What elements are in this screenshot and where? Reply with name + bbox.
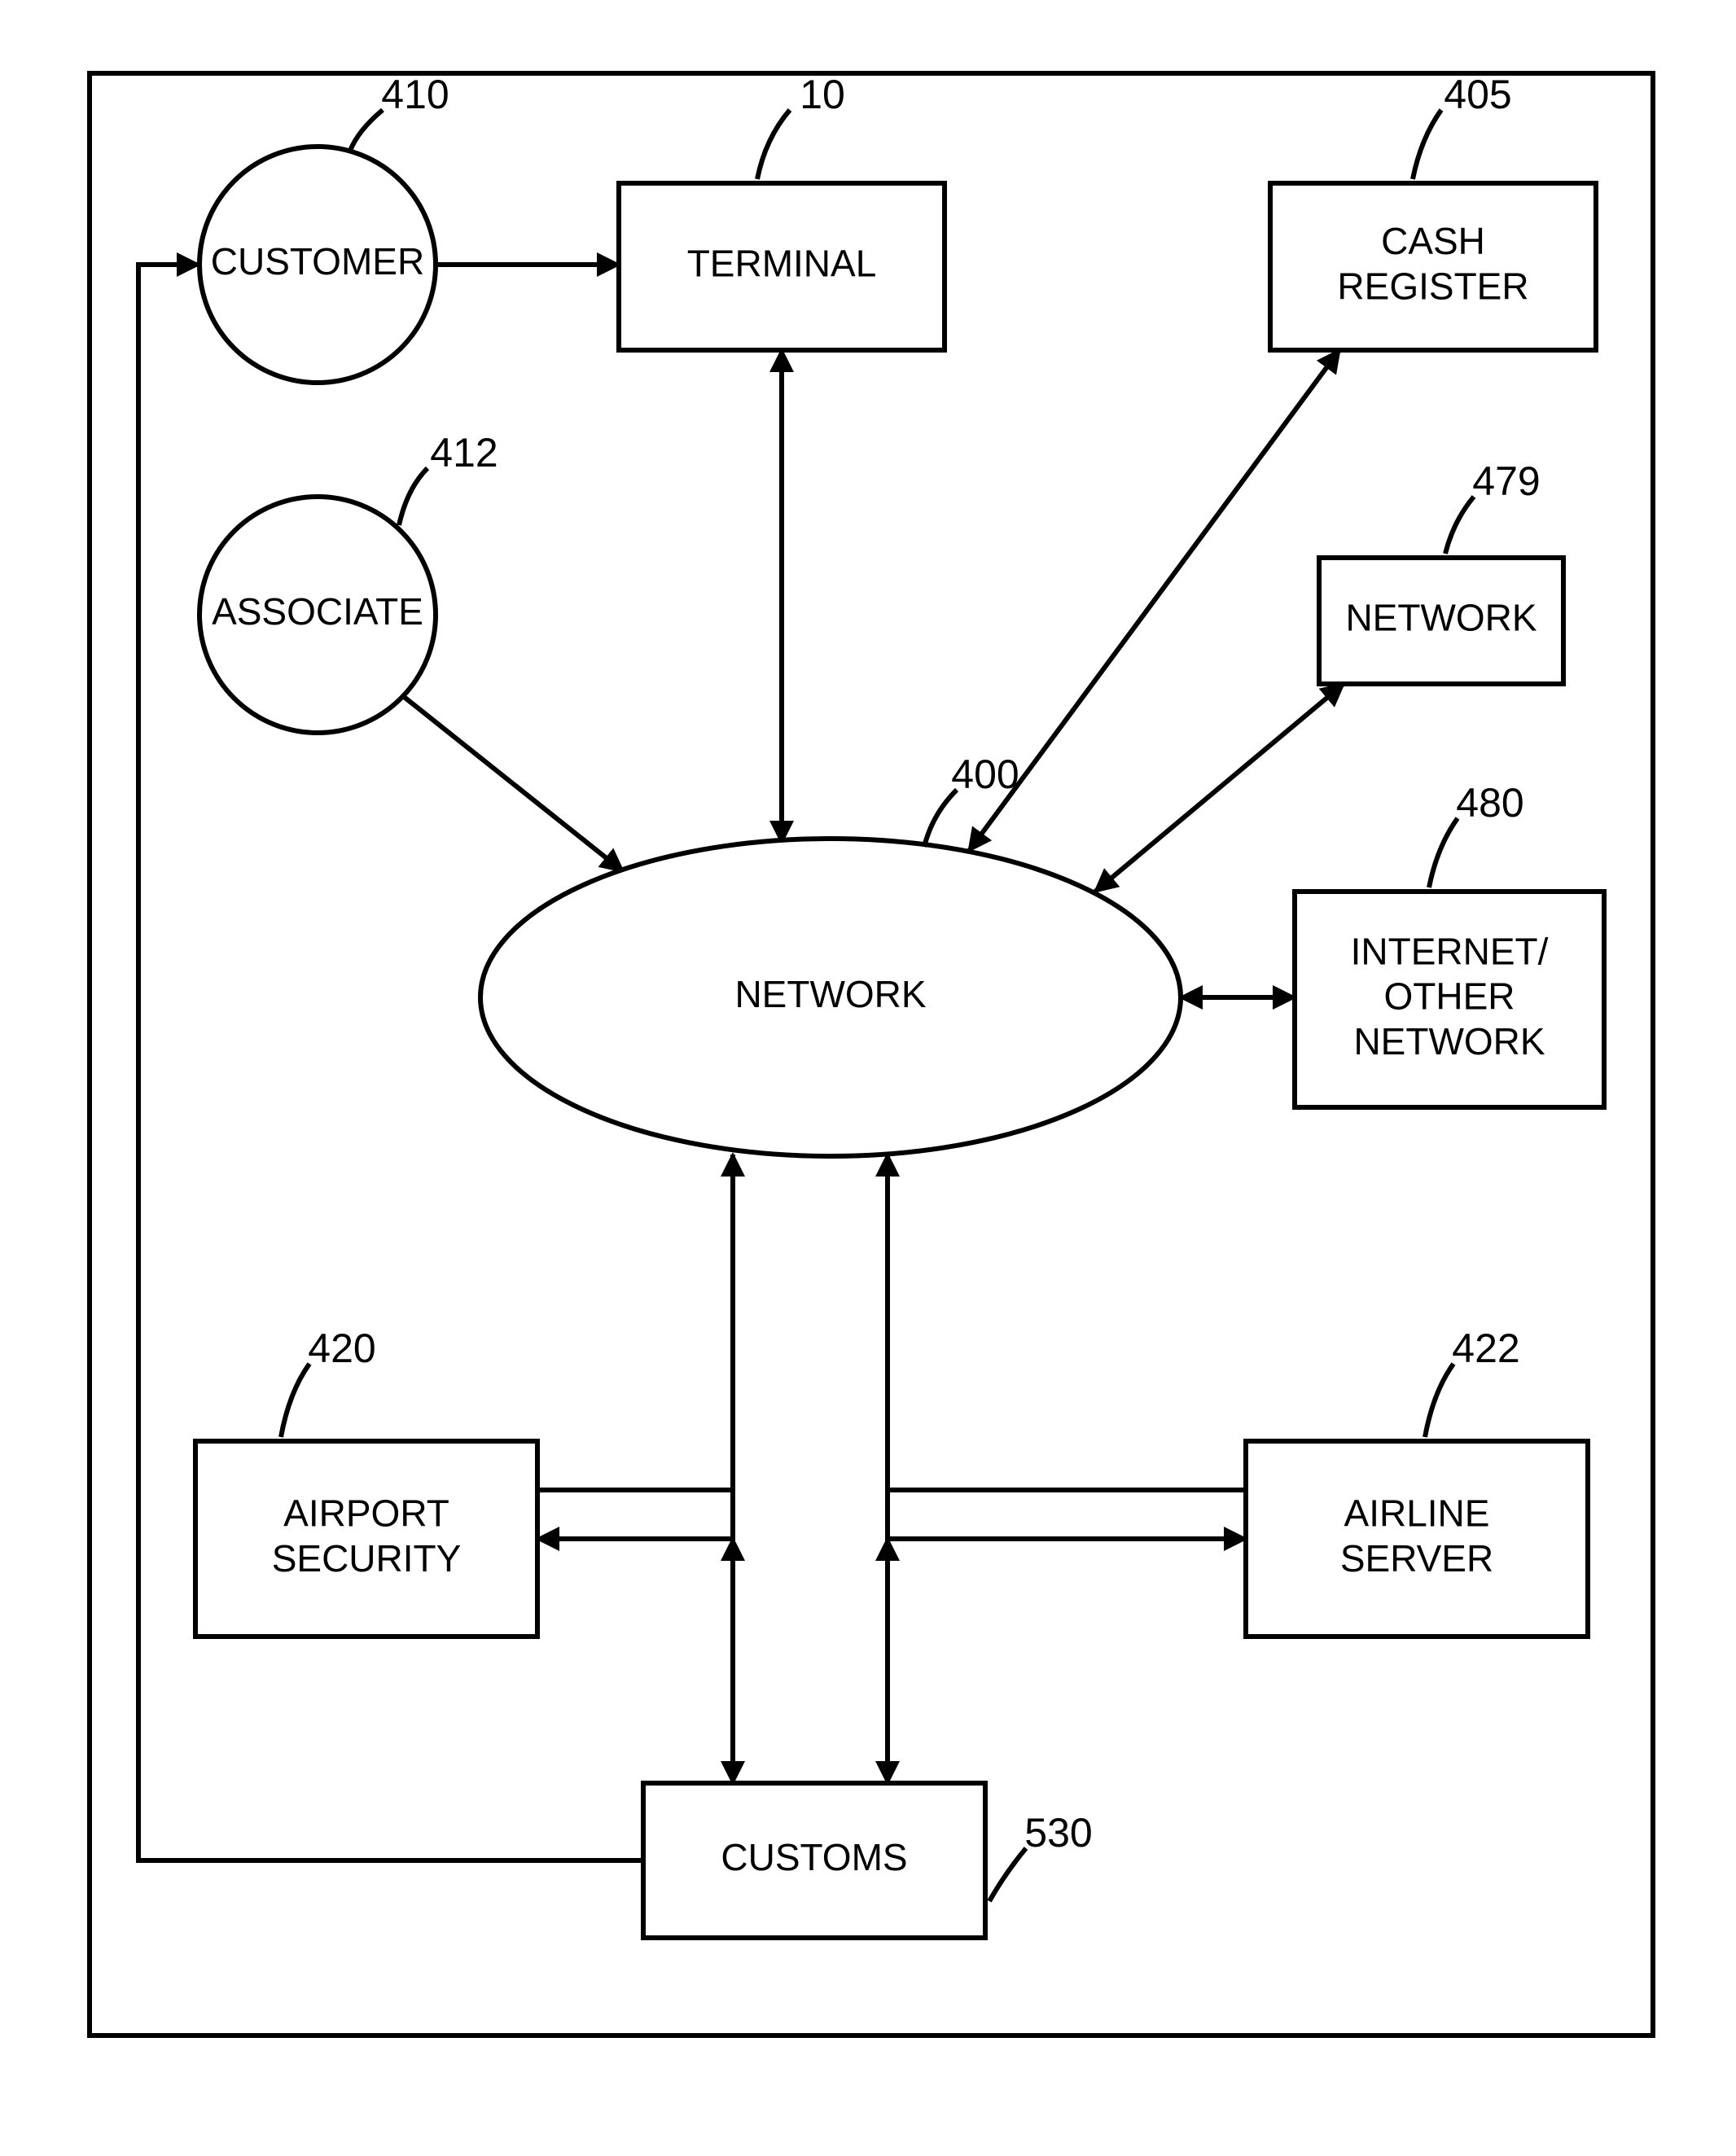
- ref-label: 420: [308, 1326, 375, 1371]
- ref-label: 480: [1456, 780, 1523, 826]
- ref-leader: [924, 790, 957, 847]
- network-diagram: CUSTOMER 410 TERMINAL 10 CASHREGISTER 405 ASSO…: [0, 0, 1736, 2156]
- node-label: SERVER: [1340, 1537, 1493, 1580]
- ref-label: 422: [1452, 1326, 1519, 1371]
- node-network_box: NETWORK 479: [1319, 458, 1563, 684]
- node-internet: INTERNET/OTHERNETWORK 480: [1295, 780, 1604, 1107]
- ref-leader: [757, 110, 790, 179]
- node-label: INTERNET/: [1351, 930, 1549, 972]
- edge-7: [888, 1155, 1246, 1490]
- ref-label: 530: [1024, 1810, 1092, 1856]
- edge-3: [969, 350, 1339, 851]
- ref-label: 410: [381, 72, 449, 117]
- edge-4: [1095, 684, 1344, 892]
- node-label: CUSTOMS: [721, 1836, 907, 1878]
- ref-leader: [989, 1848, 1026, 1901]
- ref-label: 479: [1472, 458, 1540, 504]
- edge-2: [403, 696, 623, 871]
- node-label: AIRPORT: [283, 1492, 449, 1535]
- ref-label: 400: [951, 752, 1019, 797]
- node-central_network: NETWORK 400: [480, 752, 1181, 1156]
- node-cash_register: CASHREGISTER 405: [1270, 72, 1596, 350]
- ref-label: 412: [430, 430, 498, 475]
- node-associate: ASSOCIATE 412: [199, 430, 498, 733]
- node-label: SECURITY: [272, 1537, 462, 1580]
- nodes: CUSTOMER 410 TERMINAL 10 CASHREGISTER 405 ASSO…: [195, 72, 1604, 1938]
- ref-leader: [1413, 110, 1441, 179]
- ref-leader: [1425, 1364, 1453, 1437]
- ref-label: 10: [800, 72, 845, 117]
- node-label: CUSTOMER: [211, 240, 424, 283]
- node-label: OTHER: [1384, 975, 1515, 1018]
- node-label: AIRLINE: [1344, 1492, 1490, 1535]
- node-airline_server: AIRLINESERVER 422: [1246, 1326, 1588, 1637]
- ref-leader: [1445, 497, 1474, 554]
- node-label: NETWORK: [1353, 1020, 1545, 1063]
- node-label: TERMINAL: [687, 243, 877, 285]
- node-label: NETWORK: [1345, 597, 1537, 639]
- node-label: REGISTER: [1337, 265, 1528, 307]
- ref-leader: [281, 1364, 309, 1437]
- ref-label: 405: [1444, 72, 1511, 117]
- ref-leader: [350, 110, 383, 151]
- node-label: CASH: [1381, 220, 1485, 262]
- node-customs: CUSTOMS 530: [643, 1783, 1093, 1938]
- node-airport_security: AIRPORTSECURITY 420: [195, 1326, 537, 1637]
- ref-leader: [399, 468, 427, 525]
- edge-7: [888, 1156, 1246, 1539]
- edge-6: [537, 1156, 733, 1539]
- ref-leader: [1429, 818, 1458, 887]
- node-customer: CUSTOMER 410: [199, 72, 449, 383]
- edge-6: [537, 1155, 733, 1490]
- node-label: ASSOCIATE: [212, 590, 423, 633]
- node-terminal: TERMINAL 10: [619, 72, 945, 350]
- node-label: NETWORK: [734, 973, 926, 1015]
